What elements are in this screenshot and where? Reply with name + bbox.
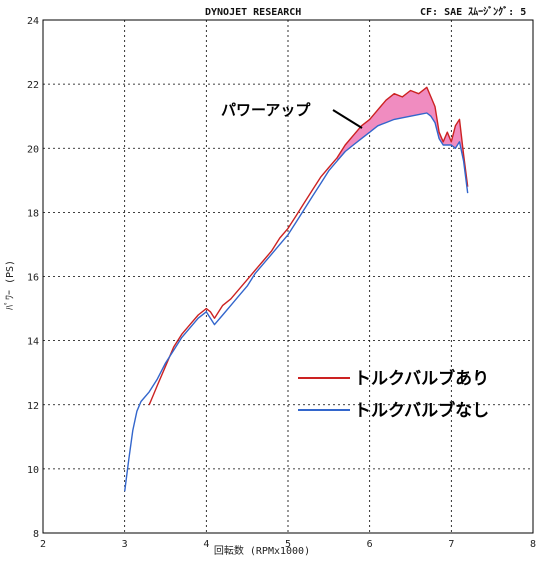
y-tick-label-24: 24 bbox=[27, 16, 39, 27]
x-tick-label-3: 3 bbox=[122, 539, 128, 550]
header-settings: CF: SAE ｽﾑｰｼﾞﾝｸﾞ: 5 bbox=[420, 5, 526, 18]
power-up-band bbox=[337, 87, 464, 162]
series-lines bbox=[124, 86, 469, 492]
legend-label-with-valve: トルクバルブあり bbox=[354, 368, 489, 389]
x-tick-label-8: 8 bbox=[530, 539, 536, 550]
y-tick-label-12: 12 bbox=[27, 401, 39, 412]
x-tick-label-6: 6 bbox=[367, 539, 373, 550]
annotation-power-up: パワーアップ bbox=[221, 101, 311, 119]
plot-frame bbox=[42, 19, 534, 534]
y-tick-label-10: 10 bbox=[27, 465, 39, 476]
x-tick-label-2: 2 bbox=[40, 539, 46, 550]
legend-label-without-valve: トルクバルブなし bbox=[354, 400, 489, 421]
y-tick-label-22: 22 bbox=[27, 80, 39, 91]
grid bbox=[43, 20, 533, 533]
x-tick-label-7: 7 bbox=[448, 539, 454, 550]
legend: トルクバルブあり トルクバルブなし bbox=[298, 368, 489, 421]
y-tick-label-14: 14 bbox=[27, 337, 39, 348]
y-tick-label-18: 18 bbox=[27, 208, 39, 219]
y-tick-label-8: 8 bbox=[33, 529, 39, 540]
annotation-pointer bbox=[332, 109, 363, 129]
x-tick-label-4: 4 bbox=[203, 539, 209, 550]
x-axis-label: 回転数 (RPMx1000) bbox=[214, 544, 310, 557]
header-title: DYNOJET RESEARCH bbox=[205, 7, 301, 18]
y-tick-label-16: 16 bbox=[27, 273, 39, 284]
tick-labels: 2 3 4 5 6 7 8 8 10 12 14 16 18 20 22 24 bbox=[27, 16, 536, 550]
y-tick-label-20: 20 bbox=[27, 144, 39, 155]
series-line-without-valve bbox=[124, 112, 469, 492]
power-up-area bbox=[337, 87, 464, 162]
series-line-with-valve bbox=[148, 86, 469, 406]
y-axis-label: ﾊﾟﾜｰ (PS) bbox=[4, 260, 16, 310]
x-tick-label-5: 5 bbox=[285, 539, 291, 550]
